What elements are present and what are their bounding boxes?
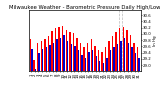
Bar bbox=[78, 50, 79, 71]
Bar bbox=[108, 41, 110, 71]
Bar bbox=[46, 47, 47, 71]
Bar bbox=[105, 47, 106, 71]
Bar bbox=[103, 63, 104, 71]
Bar bbox=[119, 28, 120, 71]
Bar bbox=[99, 61, 100, 71]
Bar bbox=[56, 39, 58, 71]
Bar bbox=[35, 69, 36, 71]
Bar bbox=[42, 49, 43, 71]
Bar bbox=[92, 50, 93, 71]
Bar bbox=[80, 43, 81, 71]
Bar bbox=[98, 50, 99, 71]
Bar bbox=[51, 31, 53, 71]
Bar bbox=[60, 38, 61, 71]
Bar bbox=[88, 52, 90, 71]
Bar bbox=[112, 36, 113, 71]
Bar bbox=[113, 47, 115, 71]
Bar bbox=[124, 38, 125, 71]
Bar bbox=[76, 38, 78, 71]
Bar bbox=[138, 58, 140, 71]
Bar bbox=[120, 41, 122, 71]
Bar bbox=[101, 52, 103, 71]
Bar bbox=[69, 32, 71, 71]
Bar bbox=[48, 36, 49, 71]
Bar bbox=[74, 46, 76, 71]
Bar bbox=[44, 39, 46, 71]
Bar bbox=[123, 27, 124, 71]
Bar bbox=[110, 50, 111, 71]
Bar bbox=[94, 46, 96, 71]
Bar bbox=[128, 43, 129, 71]
Bar bbox=[81, 55, 83, 71]
Bar bbox=[116, 32, 117, 71]
Bar bbox=[126, 30, 128, 71]
Bar bbox=[37, 43, 38, 71]
Y-axis label: In Hg: In Hg bbox=[153, 36, 157, 46]
Bar bbox=[130, 35, 131, 71]
Bar bbox=[49, 45, 51, 71]
Bar bbox=[117, 44, 118, 71]
Bar bbox=[106, 58, 108, 71]
Bar bbox=[31, 49, 33, 71]
Bar bbox=[83, 47, 85, 71]
Bar bbox=[71, 44, 72, 71]
Bar bbox=[66, 30, 67, 71]
Bar bbox=[38, 53, 40, 71]
Bar bbox=[131, 47, 133, 71]
Bar bbox=[62, 26, 63, 71]
Bar bbox=[30, 39, 31, 71]
Bar bbox=[85, 58, 86, 71]
Bar bbox=[96, 56, 97, 71]
Bar bbox=[58, 27, 60, 71]
Title: Milwaukee Weather - Barometric Pressure Daily High/Low: Milwaukee Weather - Barometric Pressure … bbox=[9, 5, 160, 10]
Bar bbox=[135, 53, 136, 71]
Bar bbox=[41, 41, 42, 71]
Bar bbox=[87, 43, 88, 71]
Bar bbox=[73, 33, 74, 71]
Bar bbox=[133, 43, 135, 71]
Bar bbox=[91, 39, 92, 71]
Bar bbox=[63, 35, 65, 71]
Bar bbox=[67, 41, 68, 71]
Bar bbox=[53, 43, 54, 71]
Bar bbox=[33, 60, 35, 71]
Bar bbox=[55, 28, 56, 71]
Bar bbox=[137, 47, 138, 71]
